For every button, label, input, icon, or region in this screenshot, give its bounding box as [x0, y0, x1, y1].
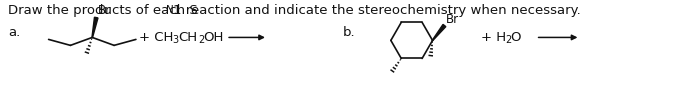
- Text: 2: 2: [198, 35, 204, 45]
- Polygon shape: [92, 17, 98, 38]
- Text: CH: CH: [179, 31, 198, 44]
- Text: OH: OH: [203, 31, 224, 44]
- Text: N: N: [166, 5, 173, 15]
- Text: O: O: [510, 31, 520, 44]
- Text: 2: 2: [505, 35, 511, 45]
- Polygon shape: [432, 24, 446, 41]
- Text: Draw the products of each S: Draw the products of each S: [8, 4, 198, 17]
- Text: Br: Br: [98, 4, 112, 17]
- Text: a.: a.: [8, 26, 20, 39]
- Text: 3: 3: [173, 35, 179, 45]
- Text: b.: b.: [343, 26, 356, 39]
- Text: 1 reaction and indicate the stereochemistry when necessary.: 1 reaction and indicate the stereochemis…: [173, 4, 580, 17]
- Text: Br: Br: [446, 12, 459, 26]
- Text: + CH: + CH: [139, 31, 173, 44]
- Text: + H: + H: [481, 31, 507, 44]
